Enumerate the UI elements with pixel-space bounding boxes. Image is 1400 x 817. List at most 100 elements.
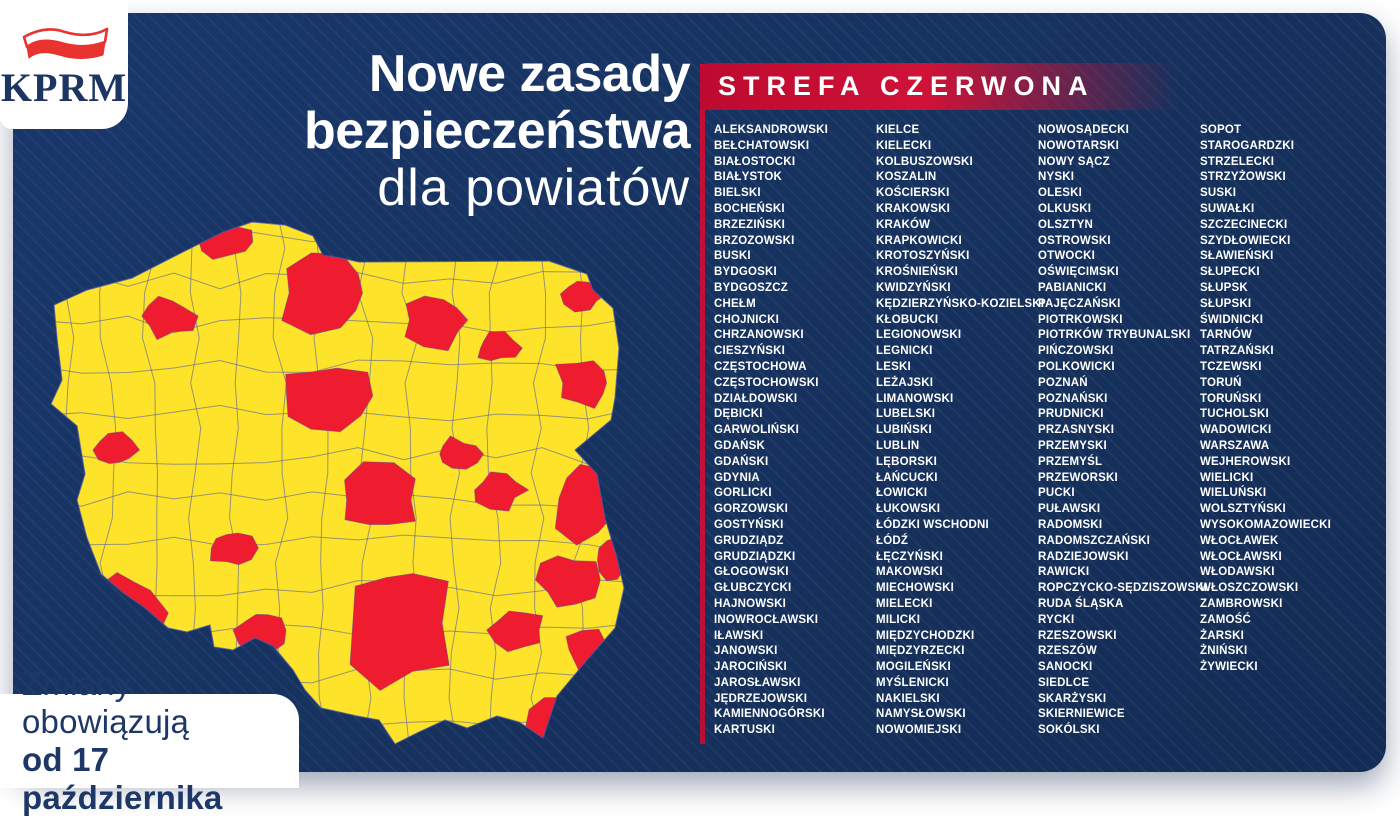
title-line-1: Nowe zasady	[368, 45, 691, 103]
county-item: PRZEMYSKI	[1038, 439, 1107, 452]
county-item: OSTROWSKI	[1038, 234, 1111, 247]
county-item: KAMIENNOGÓRSKI	[714, 708, 825, 721]
county-item: MIĘDZYRZECKI	[876, 645, 965, 658]
county-item: MIELECKI	[876, 597, 933, 610]
county-item: JAROCIŃSKI	[714, 661, 787, 674]
county-item: RZESZOWSKI	[1038, 629, 1117, 642]
county-item: CZĘSTOCHOWSKI	[714, 376, 819, 389]
county-item: SKARŻYSKI	[1038, 692, 1107, 705]
county-item: WŁOSZCZOWSKI	[1200, 582, 1299, 595]
county-item: KIELECKI	[876, 139, 932, 152]
county-item: GDAŃSK	[714, 439, 766, 452]
county-item: WIELICKI	[1200, 471, 1254, 484]
county-item: OŚWIĘCIMSKI	[1038, 266, 1119, 279]
county-item: GŁOGOWSKI	[714, 566, 789, 579]
red-divider-rule	[700, 64, 705, 744]
county-item: JANOWSKI	[714, 645, 778, 658]
effective-date-line-1: Zmiany obowiązują	[22, 665, 190, 740]
county-item: IŁAWSKI	[714, 629, 764, 642]
county-item: KROŚNIEŃSKI	[876, 266, 959, 279]
county-item: CZĘSTOCHOWA	[714, 360, 807, 373]
county-item: WŁOCŁAWEK	[1200, 534, 1279, 547]
county-item: NAMYSŁOWSKI	[876, 708, 966, 721]
county-item: ŁÓDŹ	[876, 534, 909, 547]
county-item: BRZOZOWSKI	[714, 234, 795, 247]
county-item: PRZASNYSKI	[1038, 424, 1115, 437]
county-item: ŁOWICKI	[876, 487, 928, 500]
county-item: INOWROCŁAWSKI	[714, 613, 819, 626]
county-item: TUCHOLSKI	[1200, 408, 1269, 421]
county-item: RYCKI	[1038, 613, 1075, 626]
county-item: LUBLIN	[876, 439, 920, 452]
county-item: GRUDZIĄDZKI	[714, 550, 796, 563]
county-item: ŻARSKI	[1200, 629, 1245, 642]
county-item: WEJHEROWSKI	[1200, 455, 1291, 468]
county-list: ALEKSANDROWSKI BEŁCHATOWSKI BIAŁOSTOCKI BIA…	[714, 123, 1386, 739]
county-item: POZNAŃSKI	[1038, 392, 1108, 405]
title-line-2: bezpieczeństwa	[303, 102, 691, 160]
county-item: WŁODAWSKI	[1200, 566, 1275, 579]
county-item: GOSTYŃSKI	[714, 518, 784, 531]
county-item: RADOMSZCZAŃSKI	[1038, 534, 1151, 547]
county-item: WOLSZTYŃSKI	[1200, 503, 1286, 516]
poland-map	[26, 198, 648, 770]
county-item: JAROSŁAWSKI	[714, 676, 801, 689]
county-item: BIAŁOSTOCKI	[714, 155, 796, 168]
county-item: GDYNIA	[714, 471, 760, 484]
county-item: RADZIEJOWSKI	[1038, 550, 1129, 563]
county-item: SIEDLCE	[1038, 676, 1090, 689]
county-item: NOWY SĄCZ	[1038, 155, 1110, 168]
kprm-logo: KPRM	[0, 0, 128, 129]
county-item: MOGILEŃSKI	[876, 661, 951, 674]
county-item: ŻYWIECKI	[1200, 661, 1258, 674]
county-item: SUSKI	[1200, 187, 1237, 200]
county-item: RAWICKI	[1038, 566, 1090, 579]
county-item: KŁOBUCKI	[876, 313, 939, 326]
county-item: SŁUPSKI	[1200, 297, 1252, 310]
county-item: MYŚLENICKI	[876, 676, 949, 689]
county-item: SOKÓLSKI	[1038, 724, 1100, 737]
county-item: GARWOLIŃSKI	[714, 424, 800, 437]
effective-date-box: Zmiany obowiązują od 17 października	[0, 665, 299, 816]
county-item: HAJNOWSKI	[714, 597, 787, 610]
county-item: TORUŃSKI	[1200, 392, 1262, 405]
red-zone-banner: STREFA CZERWONA	[700, 63, 1300, 110]
page-title: Nowe zasady bezpieczeństwa dla powiatów	[303, 45, 691, 217]
county-item: OTWOCKI	[1038, 250, 1095, 263]
county-item: SANOCKI	[1038, 661, 1093, 674]
county-item: SŁUPSK	[1200, 281, 1248, 294]
county-item: ROPCZYCKO-SĘDZISZOWSKI	[1038, 582, 1208, 595]
county-item: MIECHOWSKI	[876, 582, 955, 595]
county-item: ŚWIDNICKI	[1200, 313, 1264, 326]
county-column-4: SOPOT STAROGARDZKI STRZELECKI STRZYŻOWSKI SU…	[1200, 123, 1386, 739]
county-item: TORUŃ	[1200, 376, 1242, 389]
county-item: BIELSKI	[714, 187, 761, 200]
county-item: SUWAŁKI	[1200, 202, 1255, 215]
county-item: PIŃCZOWSKI	[1038, 345, 1114, 358]
county-item: BOCHEŃSKI	[714, 202, 785, 215]
county-item: KWIDZYŃSKI	[876, 281, 951, 294]
county-item: RZESZÓW	[1038, 645, 1097, 658]
county-item: KRAKOWSKI	[876, 202, 950, 215]
county-column-3: NOWOSĄDECKI NOWOTARSKI NOWY SĄCZ NYSKI OLESK…	[1038, 123, 1208, 739]
county-item: WYSOKOMAZOWIECKI	[1200, 518, 1331, 531]
county-item: RADOMSKI	[1038, 518, 1103, 531]
county-item: MILICKI	[876, 613, 921, 626]
county-item: GŁUBCZYCKI	[714, 582, 792, 595]
county-item: SŁAWIEŃSKI	[1200, 250, 1274, 263]
county-item: ŻNIŃSKI	[1200, 645, 1248, 658]
poland-map-svg	[50, 221, 625, 745]
county-item: POZNAŃ	[1038, 376, 1088, 389]
county-item: CHOJNICKI	[714, 313, 780, 326]
kprm-logo-text: KPRM	[0, 64, 128, 110]
county-item: GRUDZIĄDZ	[714, 534, 784, 547]
county-item: OLESKI	[1038, 187, 1083, 200]
county-item: CHRZANOWSKI	[714, 329, 804, 342]
county-item: BYDGOSZCZ	[714, 281, 788, 294]
county-item: NOWOSĄDECKI	[1038, 124, 1130, 136]
county-item: LEŻAJSKI	[876, 376, 934, 389]
county-item: STRZELECKI	[1200, 155, 1275, 168]
county-item: SOPOT	[1200, 124, 1242, 136]
county-column-1: ALEKSANDROWSKI BEŁCHATOWSKI BIAŁOSTOCKI BIA…	[714, 123, 876, 739]
